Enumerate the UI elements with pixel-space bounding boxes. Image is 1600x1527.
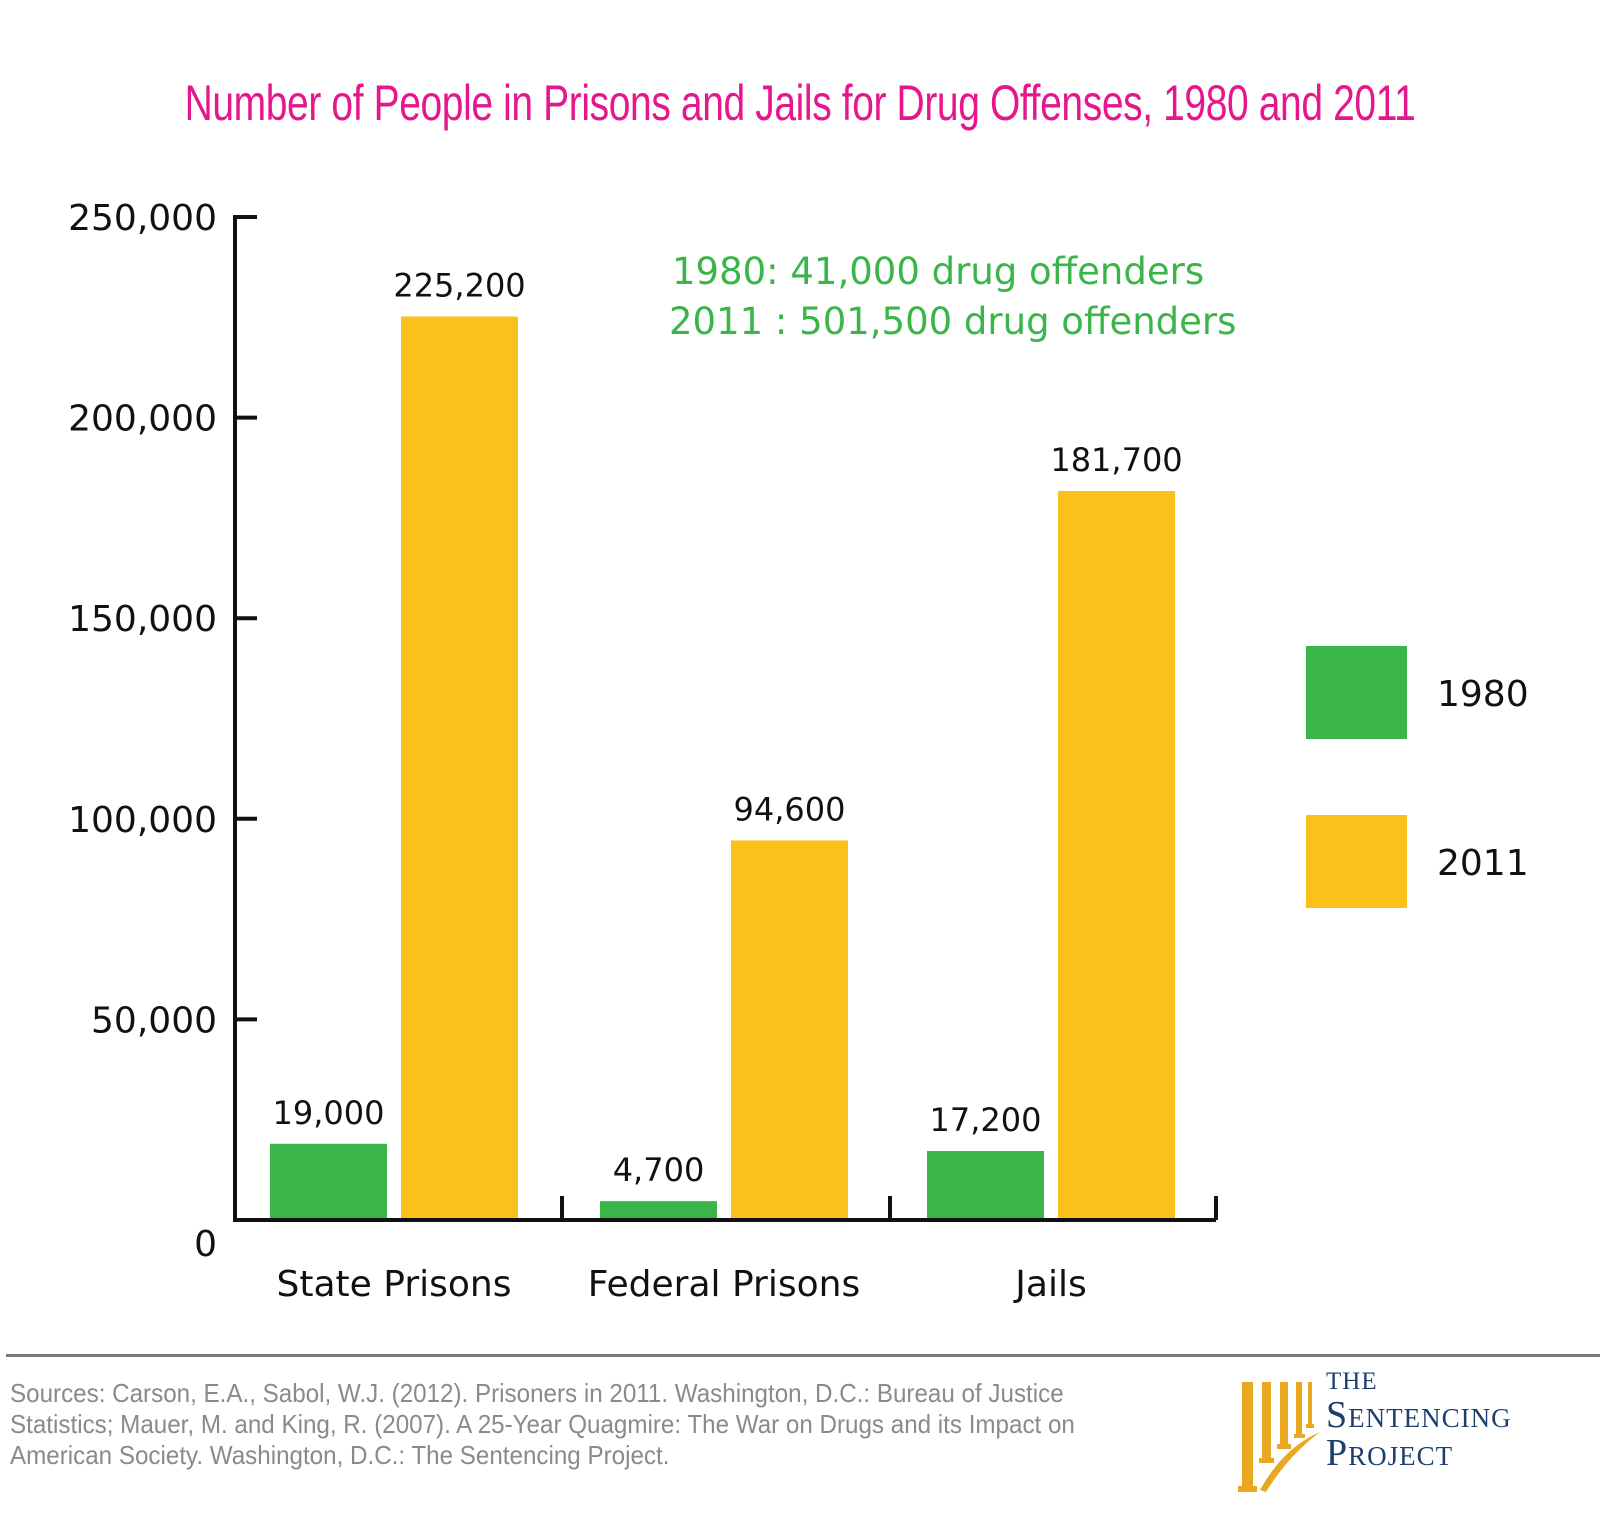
x-category-label: State Prisons bbox=[277, 1264, 512, 1305]
y-tick-label: 150,000 bbox=[68, 599, 217, 640]
sentencing-project-logo: THE Sentencing Project bbox=[1238, 1368, 1600, 1498]
bar-1980-federal-prisons bbox=[600, 1201, 717, 1218]
y-tick-label: 0 bbox=[194, 1224, 217, 1265]
y-tick-label: 200,000 bbox=[68, 399, 217, 440]
sources-text: Sources: Carson, E.A., Sabol, W.J. (2012… bbox=[10, 1378, 1075, 1470]
logo-line-the: THE bbox=[1326, 1368, 1378, 1395]
chart-title: Number of People in Prisons and Jails fo… bbox=[184, 75, 1416, 131]
data-label: 4,700 bbox=[613, 1151, 705, 1189]
bar-1980-jails bbox=[927, 1150, 1044, 1218]
legend-swatch-2011 bbox=[1306, 815, 1407, 908]
data-label: 19,000 bbox=[273, 1094, 385, 1132]
logo-line-sentencing: Sentencing bbox=[1326, 1394, 1512, 1436]
bar-1980-state-prisons bbox=[270, 1143, 387, 1218]
y-tick-label: 50,000 bbox=[91, 1000, 217, 1041]
columns-logo-icon bbox=[1238, 1382, 1320, 1492]
annotation-2011-total: 2011 : 501,500 drug offenders bbox=[669, 300, 1236, 343]
bar-2011-state-prisons bbox=[401, 316, 518, 1219]
data-label: 17,200 bbox=[930, 1101, 1042, 1139]
bar-chart: 0 50,000 100,000 150,000 200,000 250,000 19,0… bbox=[68, 198, 1529, 1305]
data-label: 94,600 bbox=[734, 790, 846, 828]
annotation-1980-total: 1980: 41,000 drug offenders bbox=[672, 250, 1204, 293]
y-tick-label: 250,000 bbox=[68, 198, 217, 239]
legend-label-1980: 1980 bbox=[1437, 674, 1529, 715]
bar-2011-jails bbox=[1058, 491, 1175, 1218]
x-category-label: Jails bbox=[1013, 1264, 1086, 1305]
x-category-label: Federal Prisons bbox=[588, 1264, 860, 1305]
legend-swatch-1980 bbox=[1306, 646, 1407, 739]
footer-divider bbox=[6, 1354, 1600, 1357]
data-label: 225,200 bbox=[393, 266, 525, 304]
annotations: 1980: 41,000 drug offenders 2011 : 501,50… bbox=[669, 250, 1236, 343]
legend-label-2011: 2011 bbox=[1437, 843, 1529, 884]
axes: 0 50,000 100,000 150,000 200,000 250,000 bbox=[68, 198, 1218, 1265]
bar-2011-federal-prisons bbox=[731, 840, 848, 1218]
labels: 19,000 225,200 State Prisons 4,700 94,600 Fed… bbox=[273, 266, 1183, 1305]
y-tick-label: 100,000 bbox=[68, 800, 217, 841]
logo-line-project: Project bbox=[1326, 1432, 1454, 1474]
data-label: 181,700 bbox=[1050, 441, 1182, 479]
logo-text: THE Sentencing Project bbox=[1326, 1368, 1512, 1472]
bars bbox=[270, 316, 1175, 1219]
legend: 1980 2011 bbox=[1306, 646, 1529, 908]
